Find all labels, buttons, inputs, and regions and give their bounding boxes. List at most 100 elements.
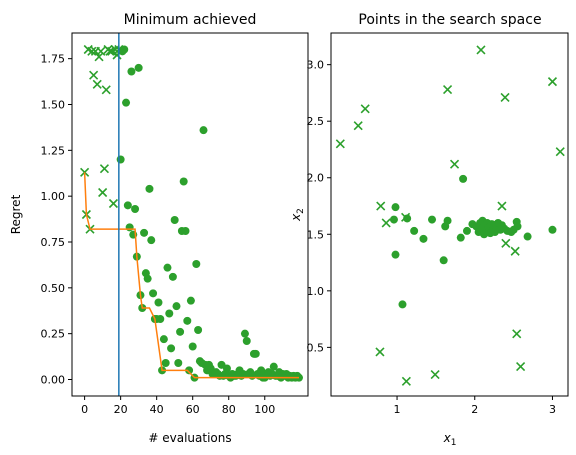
regret-model-point (149, 289, 158, 298)
search-space-model-point (410, 226, 419, 235)
search-space-initial-point (500, 92, 510, 103)
search-space-model-point (391, 203, 400, 212)
search-space-initial-point (449, 159, 460, 169)
regret-ytick-label: 0.50 (41, 282, 66, 295)
search-space-chart-ticks: 1 2 3 0.5 1.0 1.5 2.0 2.5 3.0 (307, 59, 556, 416)
regret-model-point (161, 359, 170, 367)
regret-initial-point-stroke-b (89, 70, 99, 80)
regret-model-point (168, 272, 177, 281)
regret-model-point (183, 316, 192, 325)
search-space-initial-point (401, 212, 411, 222)
regret-initial-point (101, 85, 111, 95)
regret-ytick-label: 1.75 (41, 53, 66, 66)
search-space-chart-title: Points in the search space (358, 12, 541, 28)
regret-initial-point-stroke-b (94, 52, 104, 62)
search-space-model-point (443, 216, 452, 225)
search-space-initial-point-stroke-b (401, 212, 411, 222)
regret-model-point (131, 205, 140, 213)
regret-model-point (172, 302, 181, 311)
regret-model-point (188, 342, 197, 351)
search-space-initial-point (442, 84, 453, 95)
regret-model-point (181, 227, 190, 235)
regret-initial-point-stroke-b (105, 46, 115, 56)
regret-model-point (251, 349, 260, 358)
search-space-initial-point (547, 77, 558, 87)
search-space-ytick-label: 2.5 (307, 115, 325, 128)
search-space-model-point (398, 300, 407, 309)
regret-model-point (167, 344, 176, 353)
regret-initial-point-stroke-b (96, 46, 106, 56)
search-space-initial-point-stroke-b (381, 218, 391, 228)
search-space-initial-point-stroke-b (516, 362, 526, 372)
regret-model-point (194, 326, 203, 334)
search-space-initial-point (401, 376, 411, 386)
regret-initial-point-stroke-b (99, 164, 109, 174)
regret-ytick-label: 0.00 (41, 374, 66, 387)
regret-initial-point (96, 46, 106, 56)
search-space-initial-point-stroke-b (401, 376, 411, 386)
regret-ytick-label: 0.25 (41, 328, 66, 341)
search-space-chart-frame (330, 32, 569, 397)
regret-model-point (242, 337, 251, 345)
regret-chart-xlabel: # evaluations (148, 431, 231, 445)
regret-model-point (127, 67, 136, 76)
search-space-initial-point-stroke-b (375, 347, 385, 357)
regret-initial-point (94, 52, 104, 62)
search-space-initial-point (360, 104, 370, 114)
regret-initial-point-stroke-b (101, 85, 111, 95)
regret-model-point (122, 98, 131, 107)
regret-model-point (222, 364, 231, 373)
search-space-model-point (523, 232, 532, 241)
search-space-initial-point (501, 238, 511, 248)
search-space-initial-point (376, 201, 386, 211)
search-space-model-point (428, 215, 437, 224)
search-space-initial-point-stroke-b (376, 201, 386, 211)
regret-model-point (125, 223, 134, 232)
search-space-model-point (391, 250, 400, 259)
search-space-initial-point (497, 201, 507, 211)
regret-model-point (154, 298, 163, 307)
search-space-initial-point-stroke-b (442, 84, 453, 95)
regret-chart: Minimum achieved 0 20 40 60 80 100 0.00 0.25 0.5… (9, 12, 309, 445)
regret-model-point (174, 359, 183, 367)
regret-ytick-label: 1.00 (41, 190, 66, 203)
search-space-initial-point-stroke-b (335, 139, 345, 149)
regret-xtick-label: 60 (186, 403, 200, 416)
search-space-ytick-label: 1.0 (307, 285, 325, 298)
regret-chart-ticks: 0 20 40 60 80 100 0.00 0.25 0.50 0.75 1.00 1.25 1.50… (41, 53, 276, 416)
search-space-initial-point (476, 45, 486, 55)
regret-model-point (134, 63, 143, 72)
search-space-initial-point (510, 246, 520, 256)
search-space-ytick-label: 3.0 (307, 59, 325, 72)
regret-model-point (147, 236, 156, 245)
search-space-initial-point (335, 139, 345, 149)
regret-initial-point (105, 46, 115, 56)
search-space-initial-point (512, 329, 522, 339)
regret-initial-point-stroke-b (112, 50, 122, 60)
search-space-xtick-label: 1 (394, 403, 401, 416)
regret-initial-point-stroke-b (87, 46, 97, 56)
search-space-initial-point-stroke-b (547, 77, 558, 87)
search-space-initial-point (375, 347, 385, 357)
search-space-model-point (462, 226, 471, 235)
search-space-model-point (548, 225, 557, 234)
regret-xtick-label: 40 (150, 403, 164, 416)
search-space-initial-point-stroke-b (501, 238, 511, 248)
search-space-chart-plot-area (335, 45, 565, 386)
regret-initial-point-stroke-b (108, 198, 119, 209)
search-space-initial-point-stroke-b (430, 369, 440, 380)
search-space-model-point (456, 233, 465, 242)
regret-model-point (269, 362, 278, 371)
search-space-model-point (439, 256, 448, 265)
search-space-initial-point (381, 218, 391, 228)
regret-model-point (185, 366, 194, 375)
min-regret-line (83, 172, 299, 379)
regret-initial-point (98, 187, 108, 198)
search-space-ytick-label: 2.0 (307, 172, 325, 185)
search-space-xtick-label: 3 (549, 403, 556, 416)
regret-model-point (123, 201, 132, 210)
regret-chart-frame (71, 32, 309, 397)
search-space-model-point (513, 222, 522, 231)
regret-ytick-label: 1.25 (41, 144, 66, 157)
search-space-initial-point (555, 147, 565, 157)
